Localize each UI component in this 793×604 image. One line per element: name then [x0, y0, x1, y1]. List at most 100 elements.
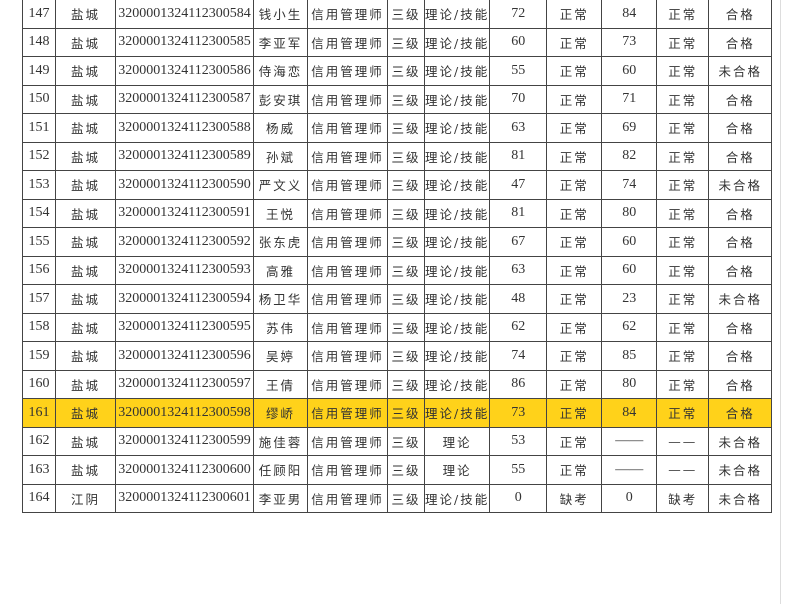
result-cell: 未合格	[708, 284, 773, 314]
skill-score-cell: ——	[601, 455, 658, 485]
exam-subject-cell: 理论/技能	[423, 198, 491, 228]
result-cell: 合格	[708, 84, 773, 114]
candidate-id-cell: 3200001324112300598	[115, 398, 254, 428]
theory-score-cell: 55	[489, 56, 548, 86]
table-row: 155 盐城 3200001324112300592 张东虎 信用管理师 三级 理论/技能 6…	[22, 227, 773, 257]
occupation-cell: 信用管理师	[307, 113, 388, 143]
occupation-cell: 信用管理师	[307, 341, 388, 371]
region-cell: 盐城	[55, 27, 116, 57]
level-cell: 三级	[387, 113, 425, 143]
skill-score-cell: 80	[601, 369, 658, 399]
skill-status-cell: 正常	[656, 141, 710, 171]
exam-subject-cell: 理论/技能	[423, 255, 491, 285]
skill-status-cell: 正常	[656, 398, 710, 428]
occupation-cell: 信用管理师	[307, 56, 388, 86]
name-cell: 任顾阳	[253, 455, 308, 485]
region-cell: 盐城	[55, 284, 116, 314]
skill-score-cell: 74	[601, 170, 658, 200]
theory-status-cell: 正常	[546, 0, 603, 29]
exam-subject-cell: 理论/技能	[423, 56, 491, 86]
theory-status-cell: 缺考	[546, 483, 603, 513]
result-cell: 合格	[708, 227, 773, 257]
region-cell: 盐城	[55, 84, 116, 114]
result-cell: 未合格	[708, 56, 773, 86]
exam-subject-cell: 理论/技能	[423, 483, 491, 513]
exam-subject-cell: 理论/技能	[423, 369, 491, 399]
table-row: 158 盐城 3200001324112300595 苏伟 信用管理师 三级 理论/技能 62…	[22, 312, 773, 342]
skill-score-cell: 73	[601, 27, 658, 57]
skill-status-cell: ——	[656, 426, 710, 456]
exam-subject-cell: 理论/技能	[423, 27, 491, 57]
result-cell: 未合格	[708, 455, 773, 485]
row-number-cell: 153	[22, 170, 56, 200]
skill-status-cell: 正常	[656, 284, 710, 314]
theory-score-cell: 60	[489, 27, 548, 57]
theory-status-cell: 正常	[546, 27, 603, 57]
theory-status-cell: 正常	[546, 227, 603, 257]
theory-score-cell: 70	[489, 84, 548, 114]
name-cell: 吴婷	[253, 341, 308, 371]
region-cell: 盐城	[55, 455, 116, 485]
theory-status-cell: 正常	[546, 255, 603, 285]
level-cell: 三级	[387, 398, 425, 428]
level-cell: 三级	[387, 27, 425, 57]
row-number-cell: 164	[22, 483, 56, 513]
occupation-cell: 信用管理师	[307, 198, 388, 228]
candidate-id-cell: 3200001324112300600	[115, 455, 254, 485]
row-number-cell: 155	[22, 227, 56, 257]
theory-status-cell: 正常	[546, 198, 603, 228]
name-cell: 张东虎	[253, 227, 308, 257]
theory-status-cell: 正常	[546, 312, 603, 342]
result-cell: 合格	[708, 341, 773, 371]
occupation-cell: 信用管理师	[307, 141, 388, 171]
skill-status-cell: 正常	[656, 170, 710, 200]
level-cell: 三级	[387, 426, 425, 456]
theory-status-cell: 正常	[546, 113, 603, 143]
name-cell: 杨卫华	[253, 284, 308, 314]
theory-score-cell: 67	[489, 227, 548, 257]
skill-status-cell: 正常	[656, 369, 710, 399]
theory-status-cell: 正常	[546, 284, 603, 314]
name-cell: 缪峤	[253, 398, 308, 428]
skill-score-cell: ——	[601, 426, 658, 456]
skill-status-cell: 正常	[656, 341, 710, 371]
region-cell: 盐城	[55, 170, 116, 200]
occupation-cell: 信用管理师	[307, 227, 388, 257]
region-cell: 盐城	[55, 227, 116, 257]
exam-subject-cell: 理论/技能	[423, 312, 491, 342]
row-number-cell: 157	[22, 284, 56, 314]
theory-score-cell: 63	[489, 113, 548, 143]
result-cell: 合格	[708, 141, 773, 171]
region-cell: 盐城	[55, 141, 116, 171]
name-cell: 苏伟	[253, 312, 308, 342]
occupation-cell: 信用管理师	[307, 27, 388, 57]
row-number-cell: 150	[22, 84, 56, 114]
exam-subject-cell: 理论/技能	[423, 341, 491, 371]
row-number-cell: 161	[22, 398, 56, 428]
candidate-id-cell: 3200001324112300601	[115, 483, 254, 513]
skill-status-cell: 缺考	[656, 483, 710, 513]
exam-subject-cell: 理论/技能	[423, 398, 491, 428]
occupation-cell: 信用管理师	[307, 455, 388, 485]
exam-subject-cell: 理论/技能	[423, 141, 491, 171]
exam-subject-cell: 理论/技能	[423, 84, 491, 114]
theory-status-cell: 正常	[546, 84, 603, 114]
exam-subject-cell: 理论	[423, 455, 491, 485]
table-row: 148 盐城 3200001324112300585 李亚军 信用管理师 三级 理论/技能 6…	[22, 27, 773, 57]
occupation-cell: 信用管理师	[307, 284, 388, 314]
table-row: 162 盐城 3200001324112300599 施佳蓉 信用管理师 三级 理论 53 正常…	[22, 426, 773, 456]
name-cell: 杨威	[253, 113, 308, 143]
theory-status-cell: 正常	[546, 341, 603, 371]
table-row: 154 盐城 3200001324112300591 王悦 信用管理师 三级 理论/技能 81…	[22, 198, 773, 228]
table-row: 160 盐城 3200001324112300597 王倩 信用管理师 三级 理论/技能 86…	[22, 369, 773, 399]
row-number-cell: 147	[22, 0, 56, 29]
candidate-id-cell: 3200001324112300585	[115, 27, 254, 57]
skill-status-cell: 正常	[656, 84, 710, 114]
candidate-id-cell: 3200001324112300584	[115, 0, 254, 29]
skill-status-cell: 正常	[656, 198, 710, 228]
row-number-cell: 158	[22, 312, 56, 342]
candidate-id-cell: 3200001324112300593	[115, 255, 254, 285]
candidate-id-cell: 3200001324112300592	[115, 227, 254, 257]
theory-score-cell: 72	[489, 0, 548, 29]
result-cell: 合格	[708, 255, 773, 285]
